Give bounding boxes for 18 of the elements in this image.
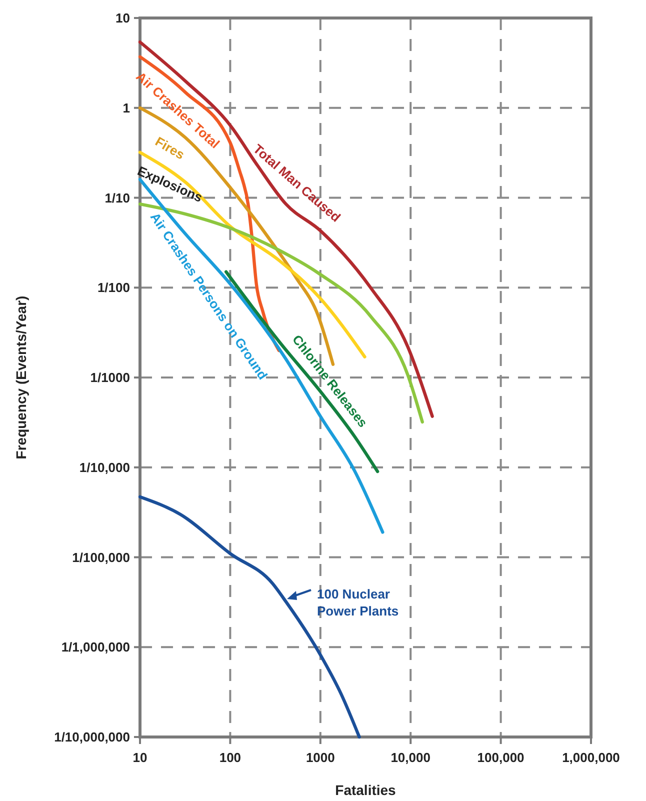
- y-tick-label: 1/1,000,000: [61, 640, 130, 655]
- y-tick-label: 1/10,000: [79, 460, 130, 475]
- y-tick-label: 1/10: [104, 190, 130, 206]
- legend-label: 100 Nuclear Power Plants: [317, 586, 399, 618]
- x-tick-label: 10: [132, 750, 148, 765]
- y-tick-label: 1/1000: [90, 370, 130, 386]
- y-tick-label: 1/100: [97, 280, 130, 296]
- x-tick-label: 1000: [306, 750, 335, 765]
- y-tick-label: 1/100,000: [72, 550, 130, 565]
- x-axis-title: Fatalities: [335, 782, 396, 798]
- y-tick-label: 1: [122, 100, 130, 116]
- x-tick-label: 10,000: [390, 750, 430, 765]
- y-tick-label: 10: [116, 10, 130, 26]
- y-tick-label: 1/10,000,000: [54, 730, 130, 745]
- x-tick-label: 100: [219, 750, 242, 765]
- x-tick-label: 100,000: [477, 750, 524, 765]
- x-tick-label: 1,000,000: [562, 750, 620, 765]
- y-axis-title: Frequency (Events/Year): [13, 296, 29, 460]
